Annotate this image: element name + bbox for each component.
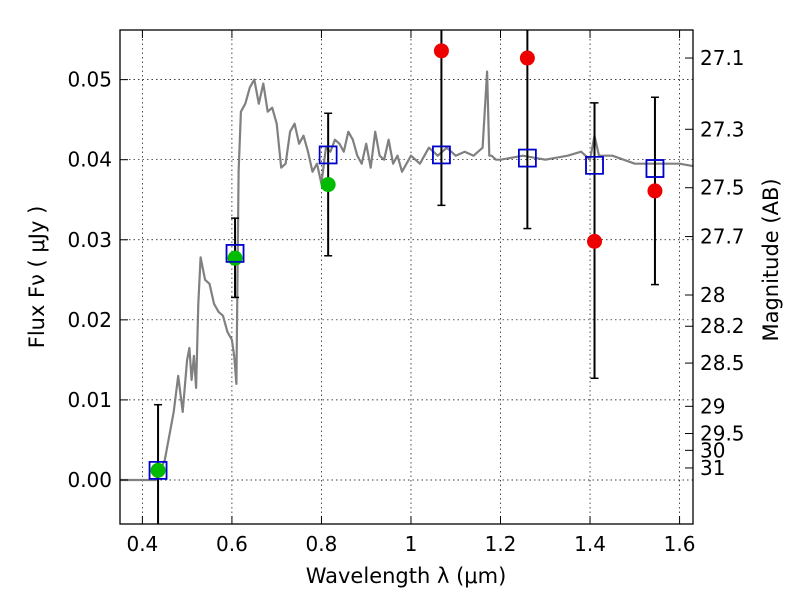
detection-point	[228, 251, 243, 266]
x-tick-label: 0.8	[306, 532, 338, 556]
y-tick-label: 0.03	[67, 228, 112, 252]
right-tick-label: 27.7	[700, 225, 745, 249]
plot-background	[120, 30, 693, 524]
x-tick-label: 1.4	[574, 532, 606, 556]
detection-point	[151, 463, 166, 478]
x-tick-label: 1.6	[664, 532, 696, 556]
low-sn-point	[587, 234, 602, 249]
chart: 0.4 0.6 0.8 1 1.2 1.4 1.6 0.00 0.01 0.02 0.03 0.04 0…	[0, 0, 800, 600]
right-tick-label: 27.5	[700, 176, 745, 200]
y-tick-label: 0.02	[67, 308, 112, 332]
x-tick-label: 1.2	[485, 532, 517, 556]
low-sn-point	[647, 183, 662, 198]
x-tick-label: 1	[405, 532, 418, 556]
y-tick-label: 0.04	[67, 148, 112, 172]
detection-point	[321, 177, 336, 192]
right-tick-label: 28.2	[700, 314, 745, 338]
right-tick-label: 28.5	[700, 351, 745, 375]
y-tick-label: 0.00	[67, 468, 112, 492]
y-tick-label: 0.01	[67, 388, 112, 412]
y-axis-title: Flux Fν ( μJy )	[25, 206, 49, 349]
x-tick-label: 0.4	[126, 532, 158, 556]
low-sn-point	[520, 51, 535, 66]
right-tick-label: 31	[700, 456, 725, 480]
right-tick-label: 27.3	[700, 117, 745, 141]
x-axis-title: Wavelength λ (μm)	[306, 564, 507, 588]
right-axis-title: Magnitude (AB)	[759, 178, 783, 341]
y-tick-label: 0.05	[67, 68, 112, 92]
low-sn-point	[434, 43, 449, 58]
right-tick-label: 29	[700, 394, 725, 418]
right-tick-label: 28	[700, 283, 725, 307]
right-tick-label: 27.1	[700, 46, 745, 70]
x-tick-label: 0.6	[216, 532, 248, 556]
